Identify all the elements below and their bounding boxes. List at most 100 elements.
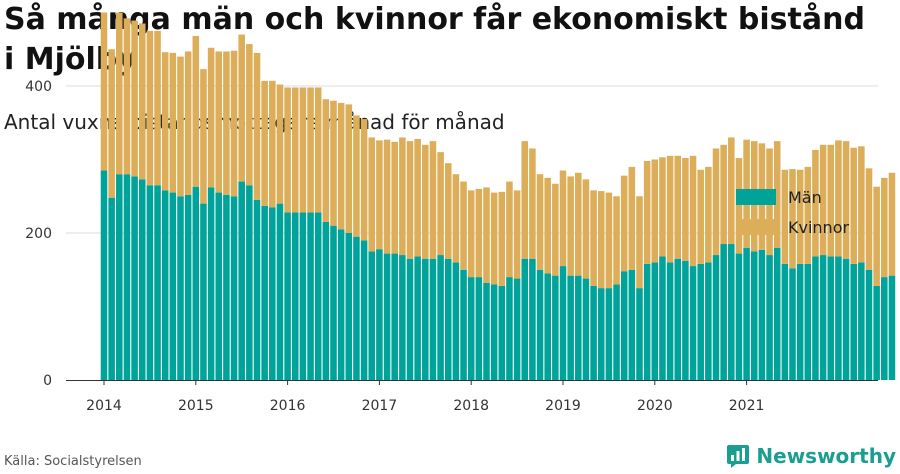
bar-women: [215, 51, 223, 193]
bar-men: [483, 282, 490, 380]
bar-men: [850, 263, 857, 380]
bar-men: [613, 284, 620, 380]
bar-men: [597, 288, 605, 380]
bar-women: [773, 141, 781, 248]
bar-men: [865, 269, 873, 380]
bar-men: [253, 199, 261, 380]
bar-men: [452, 262, 460, 380]
bar-men: [881, 277, 888, 380]
x-tick-label: 2014: [86, 398, 122, 414]
bar-women: [452, 174, 460, 263]
bar-men: [154, 185, 161, 380]
y-tick-label: 200: [25, 226, 52, 242]
bar-women: [789, 169, 796, 269]
bar-women: [888, 172, 896, 276]
bar-women: [697, 169, 704, 264]
bar-men: [460, 269, 467, 380]
bar-men: [383, 253, 391, 380]
bar-women: [689, 155, 697, 267]
y-tick-label: 0: [43, 373, 52, 389]
bar-men: [720, 244, 727, 380]
bar-women: [483, 187, 490, 283]
bar-women: [475, 188, 483, 278]
bar-men: [789, 268, 796, 380]
bar-women: [322, 99, 330, 222]
bar-women: [169, 52, 177, 193]
bar-men: [804, 263, 812, 380]
bar-women: [100, 12, 108, 171]
bar-men: [643, 263, 651, 380]
bar-men: [552, 275, 559, 380]
bar-women: [422, 144, 429, 259]
bar-men: [467, 277, 475, 380]
bar-women: [659, 157, 666, 257]
bar-women: [299, 87, 307, 213]
bar-men: [146, 185, 154, 380]
bar-men: [108, 197, 115, 380]
bar-men: [391, 253, 398, 380]
bar-men: [575, 275, 582, 380]
bar-women: [597, 191, 605, 289]
bar-men: [873, 285, 880, 380]
bar-women: [521, 141, 529, 259]
bar-women: [161, 52, 169, 191]
bar-men: [689, 266, 697, 380]
bar-women: [506, 181, 513, 278]
x-tick-label: 2017: [362, 398, 398, 414]
bar-men: [758, 249, 766, 380]
bar-men: [858, 262, 865, 380]
bar-men: [261, 205, 268, 380]
bar-men: [659, 256, 666, 380]
bar-men: [842, 258, 850, 380]
bar-men: [636, 288, 643, 380]
bar-men: [819, 255, 827, 380]
bar-men: [750, 251, 758, 380]
bar-women: [138, 23, 146, 180]
bar-women: [651, 159, 659, 263]
bar-women: [590, 190, 597, 286]
bar-women: [269, 80, 276, 208]
bar-men: [682, 260, 689, 380]
x-tick-label: 2020: [637, 398, 673, 414]
bar-men: [399, 255, 406, 380]
legend-swatch: [736, 189, 776, 205]
x-tick-label: 2015: [178, 398, 214, 414]
bar-men: [161, 190, 169, 380]
bar-women: [674, 155, 682, 259]
bar-men: [345, 233, 353, 380]
bar-women: [200, 69, 207, 204]
bar-women: [781, 169, 789, 264]
bar-women: [842, 141, 850, 259]
bar-women: [705, 166, 712, 263]
bar-women: [337, 102, 345, 230]
bar-men: [368, 251, 376, 380]
bar-women: [123, 18, 131, 175]
bar-men: [666, 262, 674, 380]
bar-men: [123, 174, 131, 380]
bar-men: [322, 221, 330, 380]
bar-women: [184, 51, 192, 195]
bar-men: [559, 266, 567, 380]
bar-women: [399, 137, 406, 256]
bar-men: [705, 262, 712, 380]
bar-women: [261, 80, 268, 206]
bar-men: [521, 258, 529, 380]
bar-women: [666, 155, 674, 263]
bar-men: [215, 192, 223, 380]
bar-women: [720, 144, 727, 245]
bar-men: [490, 284, 498, 380]
bar-men: [437, 255, 444, 380]
bar-men: [674, 258, 682, 380]
bar-men: [835, 256, 842, 380]
brand-name: Newsworthy: [756, 444, 896, 468]
bar-men: [177, 196, 184, 380]
bar-women: [116, 12, 123, 175]
bar-men: [567, 275, 574, 380]
bar-men: [781, 263, 789, 380]
bar-women: [177, 56, 184, 197]
bar-women: [444, 163, 452, 259]
bar-women: [429, 141, 437, 259]
bar-women: [536, 174, 544, 270]
bar-men: [498, 285, 506, 380]
x-tick-label: 2019: [545, 398, 581, 414]
